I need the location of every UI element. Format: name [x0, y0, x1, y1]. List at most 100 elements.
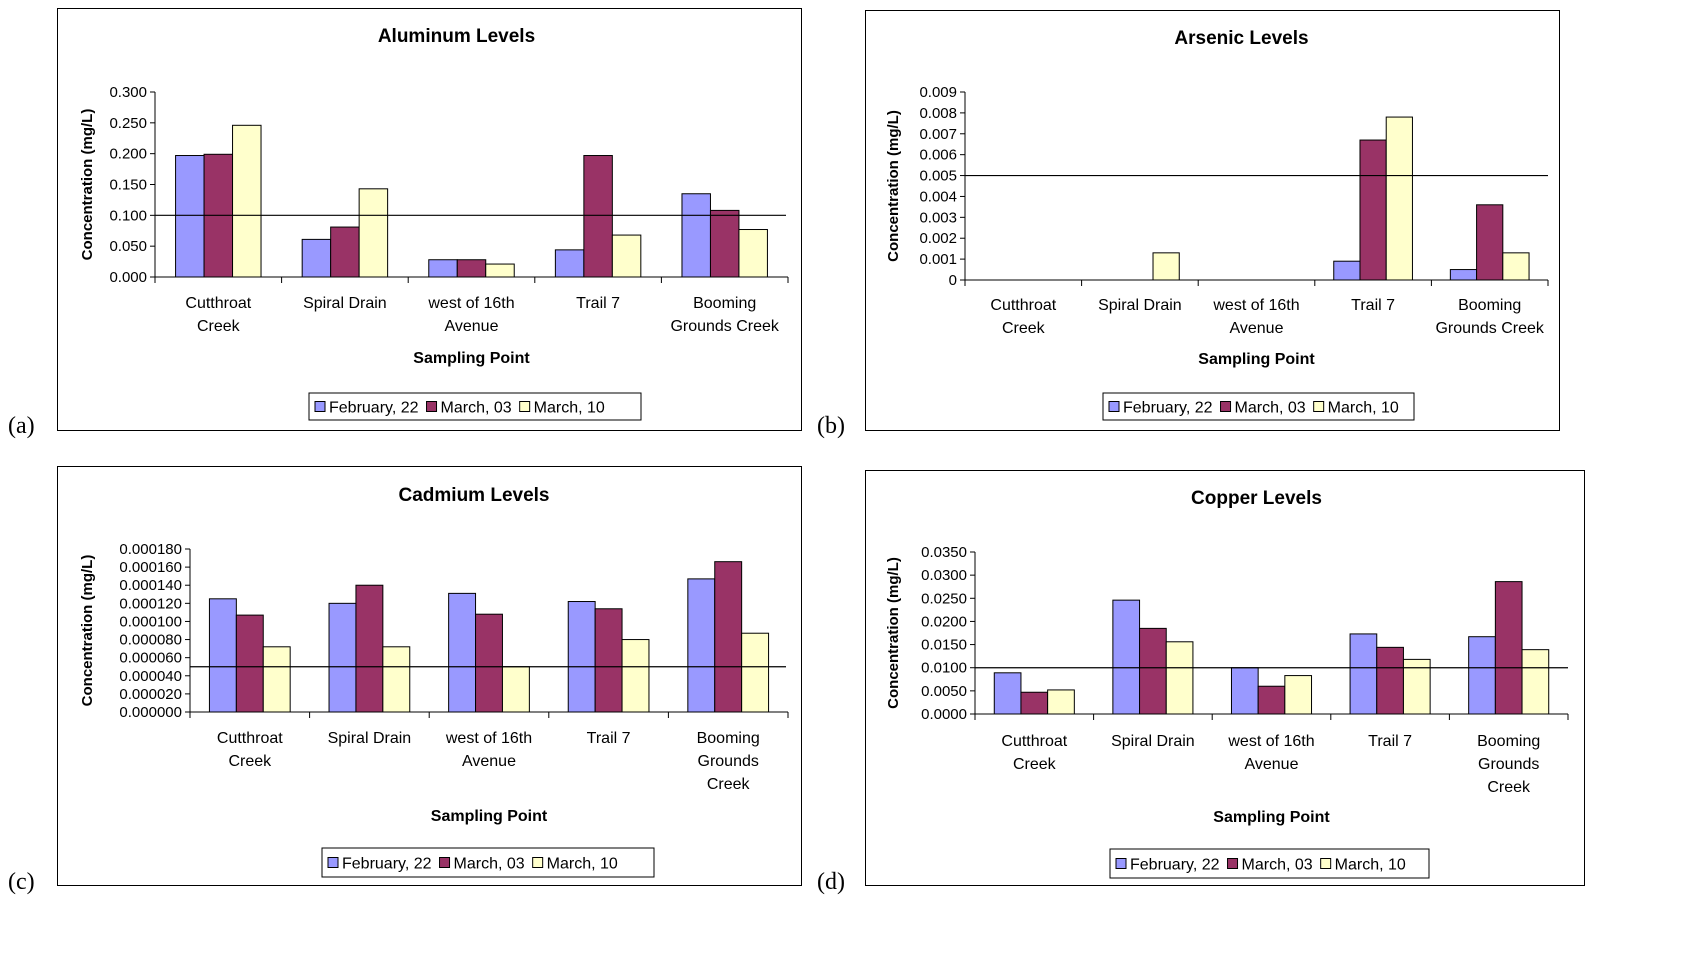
x-category-label: west of 16th: [1227, 733, 1314, 750]
bar-mar03-4: [1494, 581, 1523, 715]
x-category-label: Booming: [693, 295, 756, 312]
legend-label-mar10: March, 10: [534, 400, 605, 417]
x-category-label: Creek: [1487, 779, 1531, 796]
chart-title: Arsenic Levels: [1174, 28, 1308, 49]
y-tick-label: 0.005: [919, 168, 957, 185]
bar-mar10-1: [382, 646, 411, 713]
y-tick-label: 0.000000: [119, 704, 182, 721]
y-tick-label: 0.006: [919, 147, 957, 164]
bar-mar03-4: [709, 209, 740, 278]
bar-feb22-3: [567, 601, 596, 713]
y-tick-label: 0.003: [919, 209, 957, 226]
x-category-label: Booming: [1458, 297, 1521, 314]
legend-swatch-feb22: [1108, 401, 1120, 412]
y-tick-label: 0.000140: [119, 577, 182, 594]
bar-mar10-4: [738, 229, 768, 278]
bar-mar03-0: [1020, 691, 1049, 715]
legend-label-mar03: March, 03: [441, 400, 512, 417]
panel-label-d: (d): [817, 869, 845, 895]
y-tick-label: 0.050: [109, 238, 147, 255]
x-category-label: Cutthroat: [1001, 733, 1067, 750]
y-tick-label: 0.0250: [921, 590, 967, 607]
x-axis-label: Sampling Point: [1213, 809, 1330, 826]
bar-feb22-3: [1349, 633, 1378, 715]
legend-label-feb22: February, 22: [342, 856, 432, 873]
y-tick-label: 0.002: [919, 230, 957, 247]
bar-mar03-0: [235, 614, 264, 713]
y-tick-label: 0.100: [109, 207, 147, 224]
legend-swatch-mar03: [426, 401, 438, 412]
y-tick-label: 0.007: [919, 126, 957, 143]
y-tick-label: 0.000080: [119, 632, 182, 649]
y-tick-label: 0.000100: [119, 613, 182, 630]
x-category-label: Cutthroat: [185, 295, 251, 312]
x-category-label: Spiral Drain: [1111, 733, 1195, 750]
bar-mar10-0: [1047, 689, 1075, 715]
bar-mar10-3: [611, 234, 642, 278]
x-category-label: Creek: [228, 753, 272, 770]
bar-feb22-4: [1468, 636, 1496, 715]
y-tick-label: 0: [949, 272, 957, 289]
y-tick-label: 0.001: [919, 251, 957, 268]
legend-box: [1102, 392, 1415, 421]
x-category-label: Spiral Drain: [1098, 297, 1182, 314]
x-category-label: Grounds: [1478, 756, 1539, 773]
x-category-label: Avenue: [1245, 756, 1299, 773]
legend-swatch-mar10: [519, 401, 531, 412]
x-category-label: Creek: [197, 318, 241, 335]
legend-label-mar10: March, 10: [1335, 857, 1406, 874]
chart-frame-cadmium: [57, 466, 802, 886]
x-category-label: Trail 7: [1351, 297, 1395, 314]
legend-swatch-feb22: [314, 401, 326, 412]
y-tick-label: 0.000180: [119, 541, 182, 558]
bar-feb22-2: [448, 592, 477, 713]
bar-mar03-2: [475, 613, 503, 713]
bar-mar03-1: [1139, 627, 1167, 715]
legend-label-mar03: March, 03: [454, 856, 525, 873]
bar-mar10-1: [358, 188, 389, 278]
y-tick-label: 0.0000: [921, 706, 967, 723]
y-tick-label: 0.0300: [921, 567, 967, 584]
bar-mar10-0: [262, 646, 291, 713]
x-axis-label: Sampling Point: [413, 350, 530, 367]
legend-swatch-mar03: [1227, 858, 1239, 869]
bar-mar10-2: [1284, 675, 1313, 715]
bar-feb22-0: [993, 672, 1022, 715]
legend-swatch-mar03: [1220, 401, 1232, 412]
legend-label-mar03: March, 03: [1242, 857, 1313, 874]
bar-mar03-3: [583, 155, 613, 278]
x-category-label: Avenue: [1230, 320, 1284, 337]
legend-box: [308, 392, 642, 421]
legend-swatch-mar10: [1320, 858, 1332, 869]
panel-label-a: (a): [8, 413, 35, 439]
x-category-label: Booming: [697, 730, 760, 747]
chart-title: Copper Levels: [1191, 488, 1322, 509]
legend-box: [321, 847, 655, 878]
bar-mar10-0: [232, 124, 262, 278]
x-category-label: Creek: [1013, 756, 1057, 773]
y-tick-label: 0.008: [919, 105, 957, 122]
y-tick-label: 0.0350: [921, 544, 967, 561]
bar-feb22-1: [328, 602, 357, 713]
y-tick-label: 0.000040: [119, 668, 182, 685]
y-axis-label: Concentration (mg/L): [79, 109, 96, 261]
y-tick-label: 0.0100: [921, 660, 967, 677]
y-tick-label: 0.0200: [921, 613, 967, 630]
bar-feb22-1: [1112, 599, 1141, 715]
x-category-label: Spiral Drain: [303, 295, 387, 312]
bar-mar10-1: [1165, 641, 1194, 715]
x-category-label: Grounds Creek: [1435, 320, 1544, 337]
y-axis-label: Concentration (mg/L): [79, 555, 96, 707]
legend-label-feb22: February, 22: [329, 400, 419, 417]
y-tick-label: 0.000020: [119, 686, 182, 703]
y-tick-label: 0.000120: [119, 595, 182, 612]
bar-feb22-4: [681, 193, 711, 278]
legend-label-mar03: March, 03: [1235, 400, 1306, 417]
y-tick-label: 0.004: [919, 188, 957, 205]
x-category-label: Spiral Drain: [328, 730, 412, 747]
x-category-label: Trail 7: [587, 730, 631, 747]
y-tick-label: 0.009: [919, 84, 957, 101]
x-category-label: Cutthroat: [217, 730, 283, 747]
